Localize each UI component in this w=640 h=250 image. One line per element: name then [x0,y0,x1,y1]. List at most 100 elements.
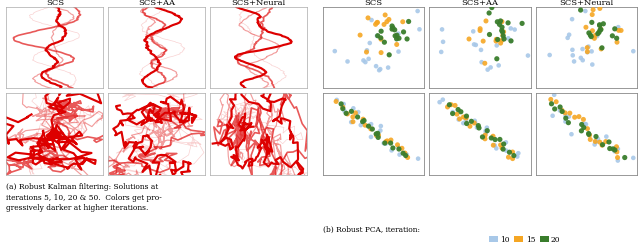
Point [598,143,608,147]
Point [341,112,351,116]
Point [337,90,348,94]
Point [358,118,368,122]
Point [579,126,589,130]
Text: (b) Robust PCA, iteration:: (b) Robust PCA, iteration: [323,225,420,233]
Point [371,23,381,27]
Point [376,124,386,128]
Point [394,37,404,41]
Point [392,34,402,38]
Point [607,35,618,39]
Point [495,20,506,24]
Point [444,103,454,107]
Point [387,25,397,29]
Point [546,98,556,102]
Point [564,34,574,38]
Point [582,127,593,131]
Title: SCS+AA: SCS+AA [138,0,175,7]
Point [401,154,411,158]
Point [381,20,392,24]
Point [414,28,424,32]
Point [563,121,573,125]
Point [497,39,507,43]
Point [398,152,408,156]
Point [595,24,605,28]
Point [580,122,590,126]
Point [589,37,600,41]
Point [594,31,604,35]
Point [403,20,413,24]
Point [586,50,596,54]
Point [612,150,622,154]
Point [394,153,404,157]
Point [492,21,502,25]
Point [590,34,600,38]
Point [596,28,606,32]
Point [348,115,358,119]
Point [549,94,559,98]
Point [399,31,409,35]
Point [564,115,574,119]
Point [332,98,342,102]
Point [438,98,448,102]
Point [582,50,593,54]
Point [476,49,486,53]
Point [437,28,447,32]
Title: SCS+Neural: SCS+Neural [232,0,286,7]
Point [500,141,511,145]
Point [477,136,488,140]
Point [392,43,402,47]
Point [584,132,594,136]
Point [588,30,598,34]
Point [380,41,390,45]
Point [461,115,472,119]
Point [375,68,385,72]
Point [612,37,622,41]
Point [356,124,366,128]
Point [577,59,588,63]
Point [587,21,597,25]
Point [586,36,596,40]
Point [557,110,567,114]
Point [585,34,595,38]
Point [498,148,508,152]
Point [436,51,446,55]
Point [386,138,396,142]
Point [592,35,602,39]
Title: SCS+Neural: SCS+Neural [559,0,613,7]
Point [394,148,404,152]
Point [360,61,371,65]
Point [495,42,506,46]
Point [458,116,468,119]
Point [366,123,376,127]
Point [480,134,490,138]
Point [394,146,404,150]
Point [453,108,463,112]
Point [365,42,375,46]
Point [364,58,374,62]
Point [591,140,601,144]
Point [612,41,622,45]
Point [580,10,591,14]
Point [506,40,516,44]
Title: SCS: SCS [365,0,383,7]
Point [499,31,509,35]
Point [512,155,522,159]
Point [336,102,346,106]
Point [495,138,505,142]
Point [574,115,584,119]
Point [387,28,397,32]
Point [557,109,567,113]
Point [481,129,491,133]
Point [400,151,410,155]
Point [348,107,358,111]
Point [392,143,403,147]
Point [380,14,390,18]
Point [480,137,490,141]
Point [593,32,603,36]
Point [388,146,398,150]
Point [346,121,356,125]
Point [397,21,408,25]
Point [581,123,591,127]
Point [381,140,391,144]
Point [381,142,391,146]
